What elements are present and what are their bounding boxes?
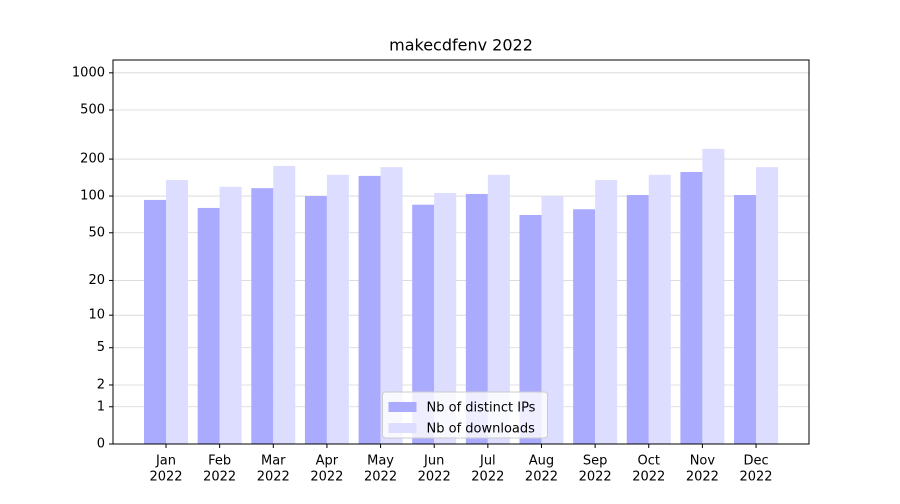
y-tick-label: 200 [80,152,105,167]
bar [434,192,457,444]
x-tick-label: 2022 [203,470,236,485]
x-tick-label: 2022 [632,470,665,485]
x-tick-label: 2022 [525,470,558,485]
x-tick-label: Jul [479,454,496,469]
y-tick-label: 2 [97,377,105,392]
y-tick-label: 100 [80,189,105,204]
bar [412,204,435,444]
legend-swatch [388,402,417,412]
bar [680,172,703,445]
x-tick-label: Jun [423,454,444,469]
x-tick-label: May [367,454,394,469]
bar [541,196,564,444]
y-tick-label: 20 [88,273,105,288]
bar [756,167,779,444]
chart-title: makecdfenv 2022 [389,36,533,55]
x-tick-label: Oct [638,454,660,469]
x-tick-label: Feb [208,454,231,469]
bar [144,199,166,444]
x-tick-label: Mar [261,454,286,469]
x-tick-label: 2022 [418,470,451,485]
plot-frame [112,59,810,445]
x-tick-label: 2022 [471,470,504,485]
bar [219,186,242,444]
x-tick-label: 2022 [579,470,612,485]
bar [573,209,596,444]
y-tick-label: 500 [80,103,105,118]
x-tick-label: Aug [529,454,554,469]
bar [326,174,349,444]
bar [358,175,381,444]
x-tick-label: Apr [316,454,339,469]
legend-label: Nb of downloads [427,422,536,437]
bar [487,174,510,444]
y-tick-label: 50 [88,225,105,240]
x-tick-label: Sep [583,454,608,469]
bar [734,195,757,444]
y-tick-label: 0 [97,437,105,452]
y-tick-label: 10 [88,308,105,323]
bar [465,193,488,444]
x-tick-label: 2022 [310,470,343,485]
x-tick-label: 2022 [257,470,290,485]
y-tick-label: 5 [97,340,105,355]
x-tick-label: 2022 [364,470,397,485]
bar [626,195,649,444]
bar [251,188,274,444]
legend-swatch [388,423,417,433]
x-tick-label: Nov [690,454,716,469]
x-tick-label: Jan [155,454,176,469]
bar [595,180,618,445]
legend-box [382,391,548,439]
bar [273,165,296,444]
bar [197,207,220,444]
x-tick-label: Dec [743,454,768,469]
bar [166,180,188,445]
x-tick-label: 2022 [686,470,719,485]
x-tick-label: 2022 [739,470,772,485]
bar [519,214,542,444]
bar [702,148,725,445]
y-tick-label: 1000 [72,65,105,80]
bar [648,174,671,444]
x-tick-label: 2022 [149,470,182,485]
bar [304,196,327,444]
legend-label: Nb of distinct IPs [427,401,536,416]
y-tick-label: 1 [97,399,105,414]
bar [380,167,403,444]
